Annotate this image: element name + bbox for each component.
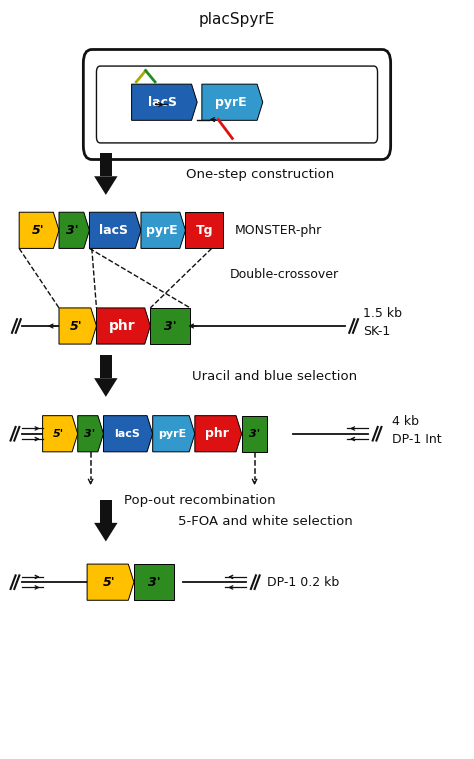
Text: SK-1: SK-1 [364,325,391,338]
Polygon shape [132,84,197,121]
Text: DP-1 0.2 kb: DP-1 0.2 kb [267,575,340,589]
Polygon shape [94,378,118,397]
Text: 1.5 kb: 1.5 kb [364,307,402,320]
Text: phr: phr [205,427,229,440]
Polygon shape [87,564,134,600]
Text: placSpyrE: placSpyrE [199,12,275,27]
Bar [134,564,174,600]
Polygon shape [141,213,185,248]
Text: 4 kb: 4 kb [392,414,419,427]
Polygon shape [153,416,195,452]
Bar [242,416,267,452]
Bar [185,213,223,248]
Polygon shape [59,308,97,344]
Bar [150,308,190,344]
Text: pyrE: pyrE [146,224,178,237]
Polygon shape [97,308,150,344]
Text: Uracil and blue selection: Uracil and blue selection [192,370,357,383]
Text: 3': 3' [249,429,260,439]
Polygon shape [43,416,78,452]
Text: 3': 3' [66,224,79,237]
Polygon shape [202,84,263,121]
Text: Tg: Tg [195,224,213,237]
Text: phr: phr [109,319,135,333]
Text: lacS: lacS [148,96,177,109]
Text: 5-FOA and white selection: 5-FOA and white selection [178,515,353,528]
Text: lacS: lacS [114,429,140,439]
Polygon shape [19,213,59,248]
Text: 3': 3' [147,575,160,589]
Polygon shape [59,213,90,248]
Text: 3': 3' [164,320,176,332]
Text: lacS: lacS [99,224,128,237]
Text: 5': 5' [31,224,44,237]
Text: 5': 5' [70,320,82,332]
Polygon shape [78,416,103,452]
Polygon shape [195,416,242,452]
FancyBboxPatch shape [97,66,377,143]
Bar [100,500,112,523]
Polygon shape [90,213,141,248]
Text: 5': 5' [53,429,64,439]
Text: MONSTER-phr: MONSTER-phr [235,224,322,237]
Text: Pop-out recombination: Pop-out recombination [124,494,275,507]
Bar [100,153,112,176]
Polygon shape [94,176,118,195]
Text: pyrE: pyrE [158,429,186,439]
Text: 5': 5' [103,575,116,589]
Text: DP-1 Int: DP-1 Int [392,433,441,446]
FancyBboxPatch shape [83,49,391,159]
Polygon shape [103,416,153,452]
Text: Double-crossover: Double-crossover [229,267,338,281]
Text: pyrE: pyrE [215,96,247,109]
Text: 3': 3' [83,429,95,439]
Polygon shape [94,523,118,541]
Text: One-step construction: One-step construction [186,168,335,181]
Bar [100,355,112,378]
